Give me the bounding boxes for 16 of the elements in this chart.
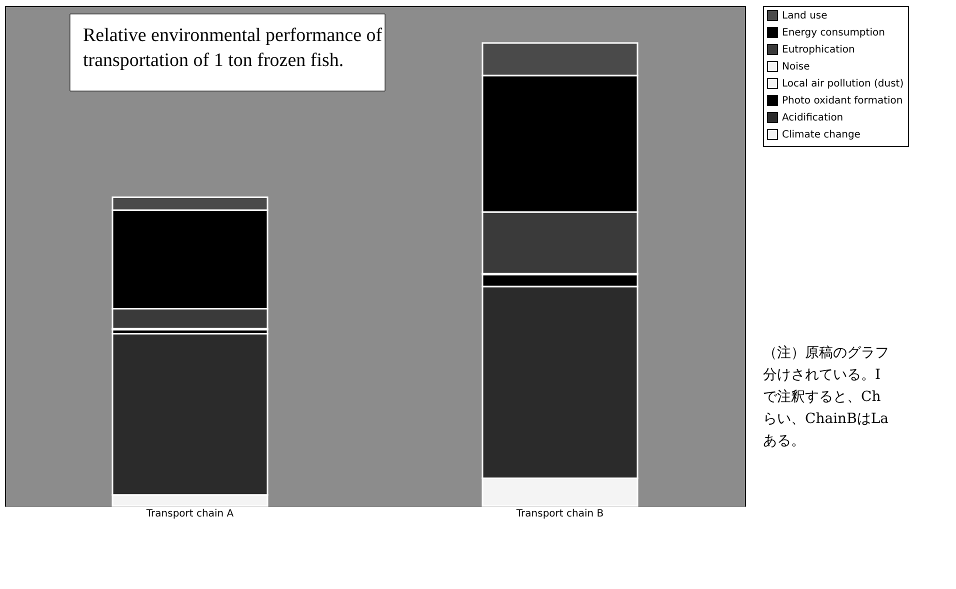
text: ある。	[763, 433, 805, 449]
text: 分けされている。I	[763, 367, 881, 383]
legend-label: Noise	[782, 62, 810, 72]
legend-label: Photo oxidant formation	[782, 96, 903, 106]
legend-label: Land use	[782, 10, 828, 22]
chart-title: Relative environmental performance of transportation of 1 ton frozen fish.	[83, 25, 383, 71]
x-tick-label: Transport chain B	[515, 508, 604, 520]
text: らい、ChainBはLa	[763, 411, 889, 427]
legend-label: Acidification	[782, 112, 844, 124]
legend-label: Local air pollution (dust)	[782, 78, 904, 90]
x-tick-label: Transport chain A	[145, 508, 234, 520]
legend-label: Eutrophication	[782, 44, 855, 56]
legend-label: Energy consumption	[782, 28, 885, 38]
legend-label: Climate change	[782, 130, 860, 140]
text: （注）原稿のグラフ	[763, 345, 889, 361]
text: で注釈すると、Ch	[763, 389, 881, 405]
